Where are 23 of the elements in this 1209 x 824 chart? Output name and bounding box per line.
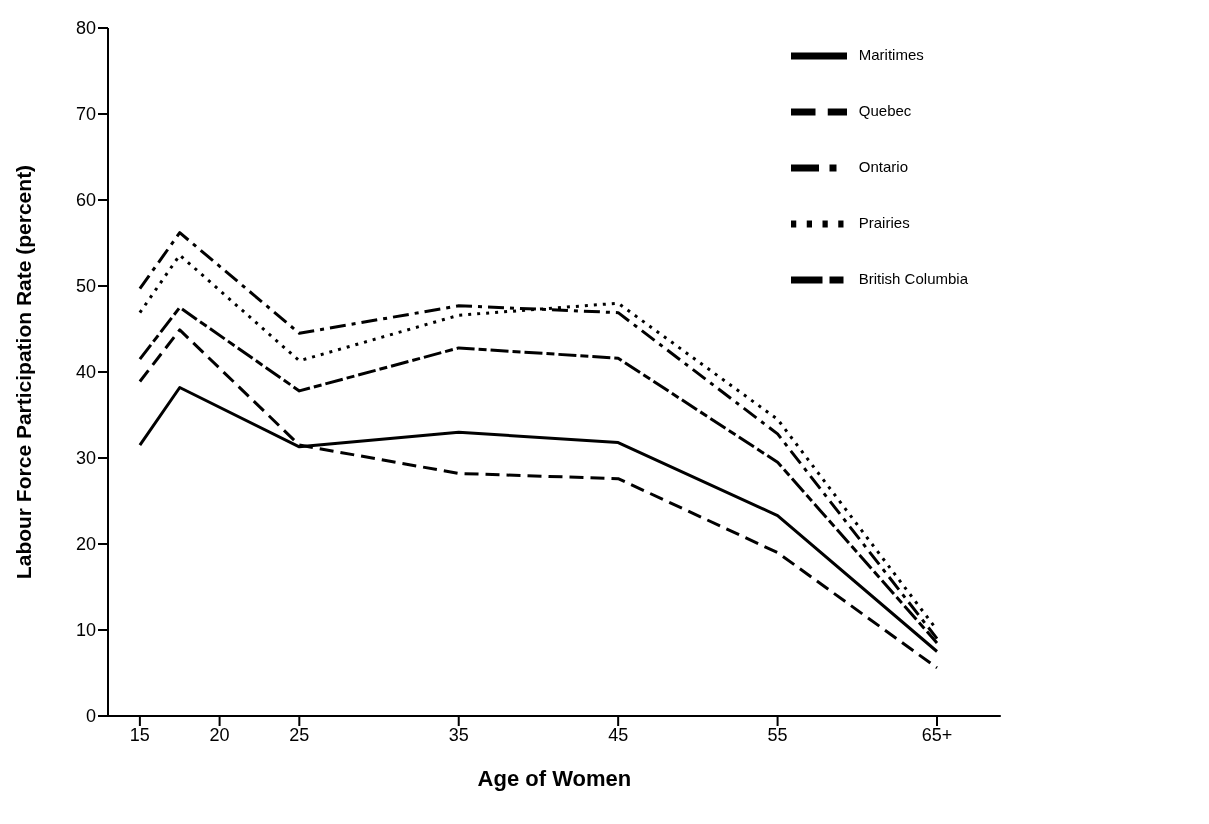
legend-label: British Columbia [858,270,968,288]
y-tick-label: 80 [75,18,96,39]
x-tick-label: 35 [448,724,469,745]
y-axis-title: Labour Force Participation Rate (percent) [12,164,36,580]
y-tick-label: 10 [75,620,96,641]
x-tick-label: 25 [289,724,310,745]
y-tick-label: 30 [75,448,96,469]
y-tick-label: 50 [75,276,96,297]
x-tick-label: 20 [209,724,230,745]
x-tick-label: 65+ [921,724,953,745]
legend-label: Ontario [858,158,908,176]
y-tick-label: 70 [75,104,96,125]
x-tick-label: 55 [767,724,788,745]
legend-label: Maritimes [858,46,924,64]
x-axis-title: Age of Women [477,766,632,791]
y-tick-label: 0 [85,706,96,727]
y-tick-label: 60 [75,190,96,211]
y-tick-label: 20 [75,534,96,555]
legend-label: Quebec [858,102,912,120]
x-tick-label: 45 [608,724,629,745]
legend-label: Prairies [858,214,910,232]
x-tick-label: 15 [129,724,150,745]
y-tick-label: 40 [75,362,96,383]
